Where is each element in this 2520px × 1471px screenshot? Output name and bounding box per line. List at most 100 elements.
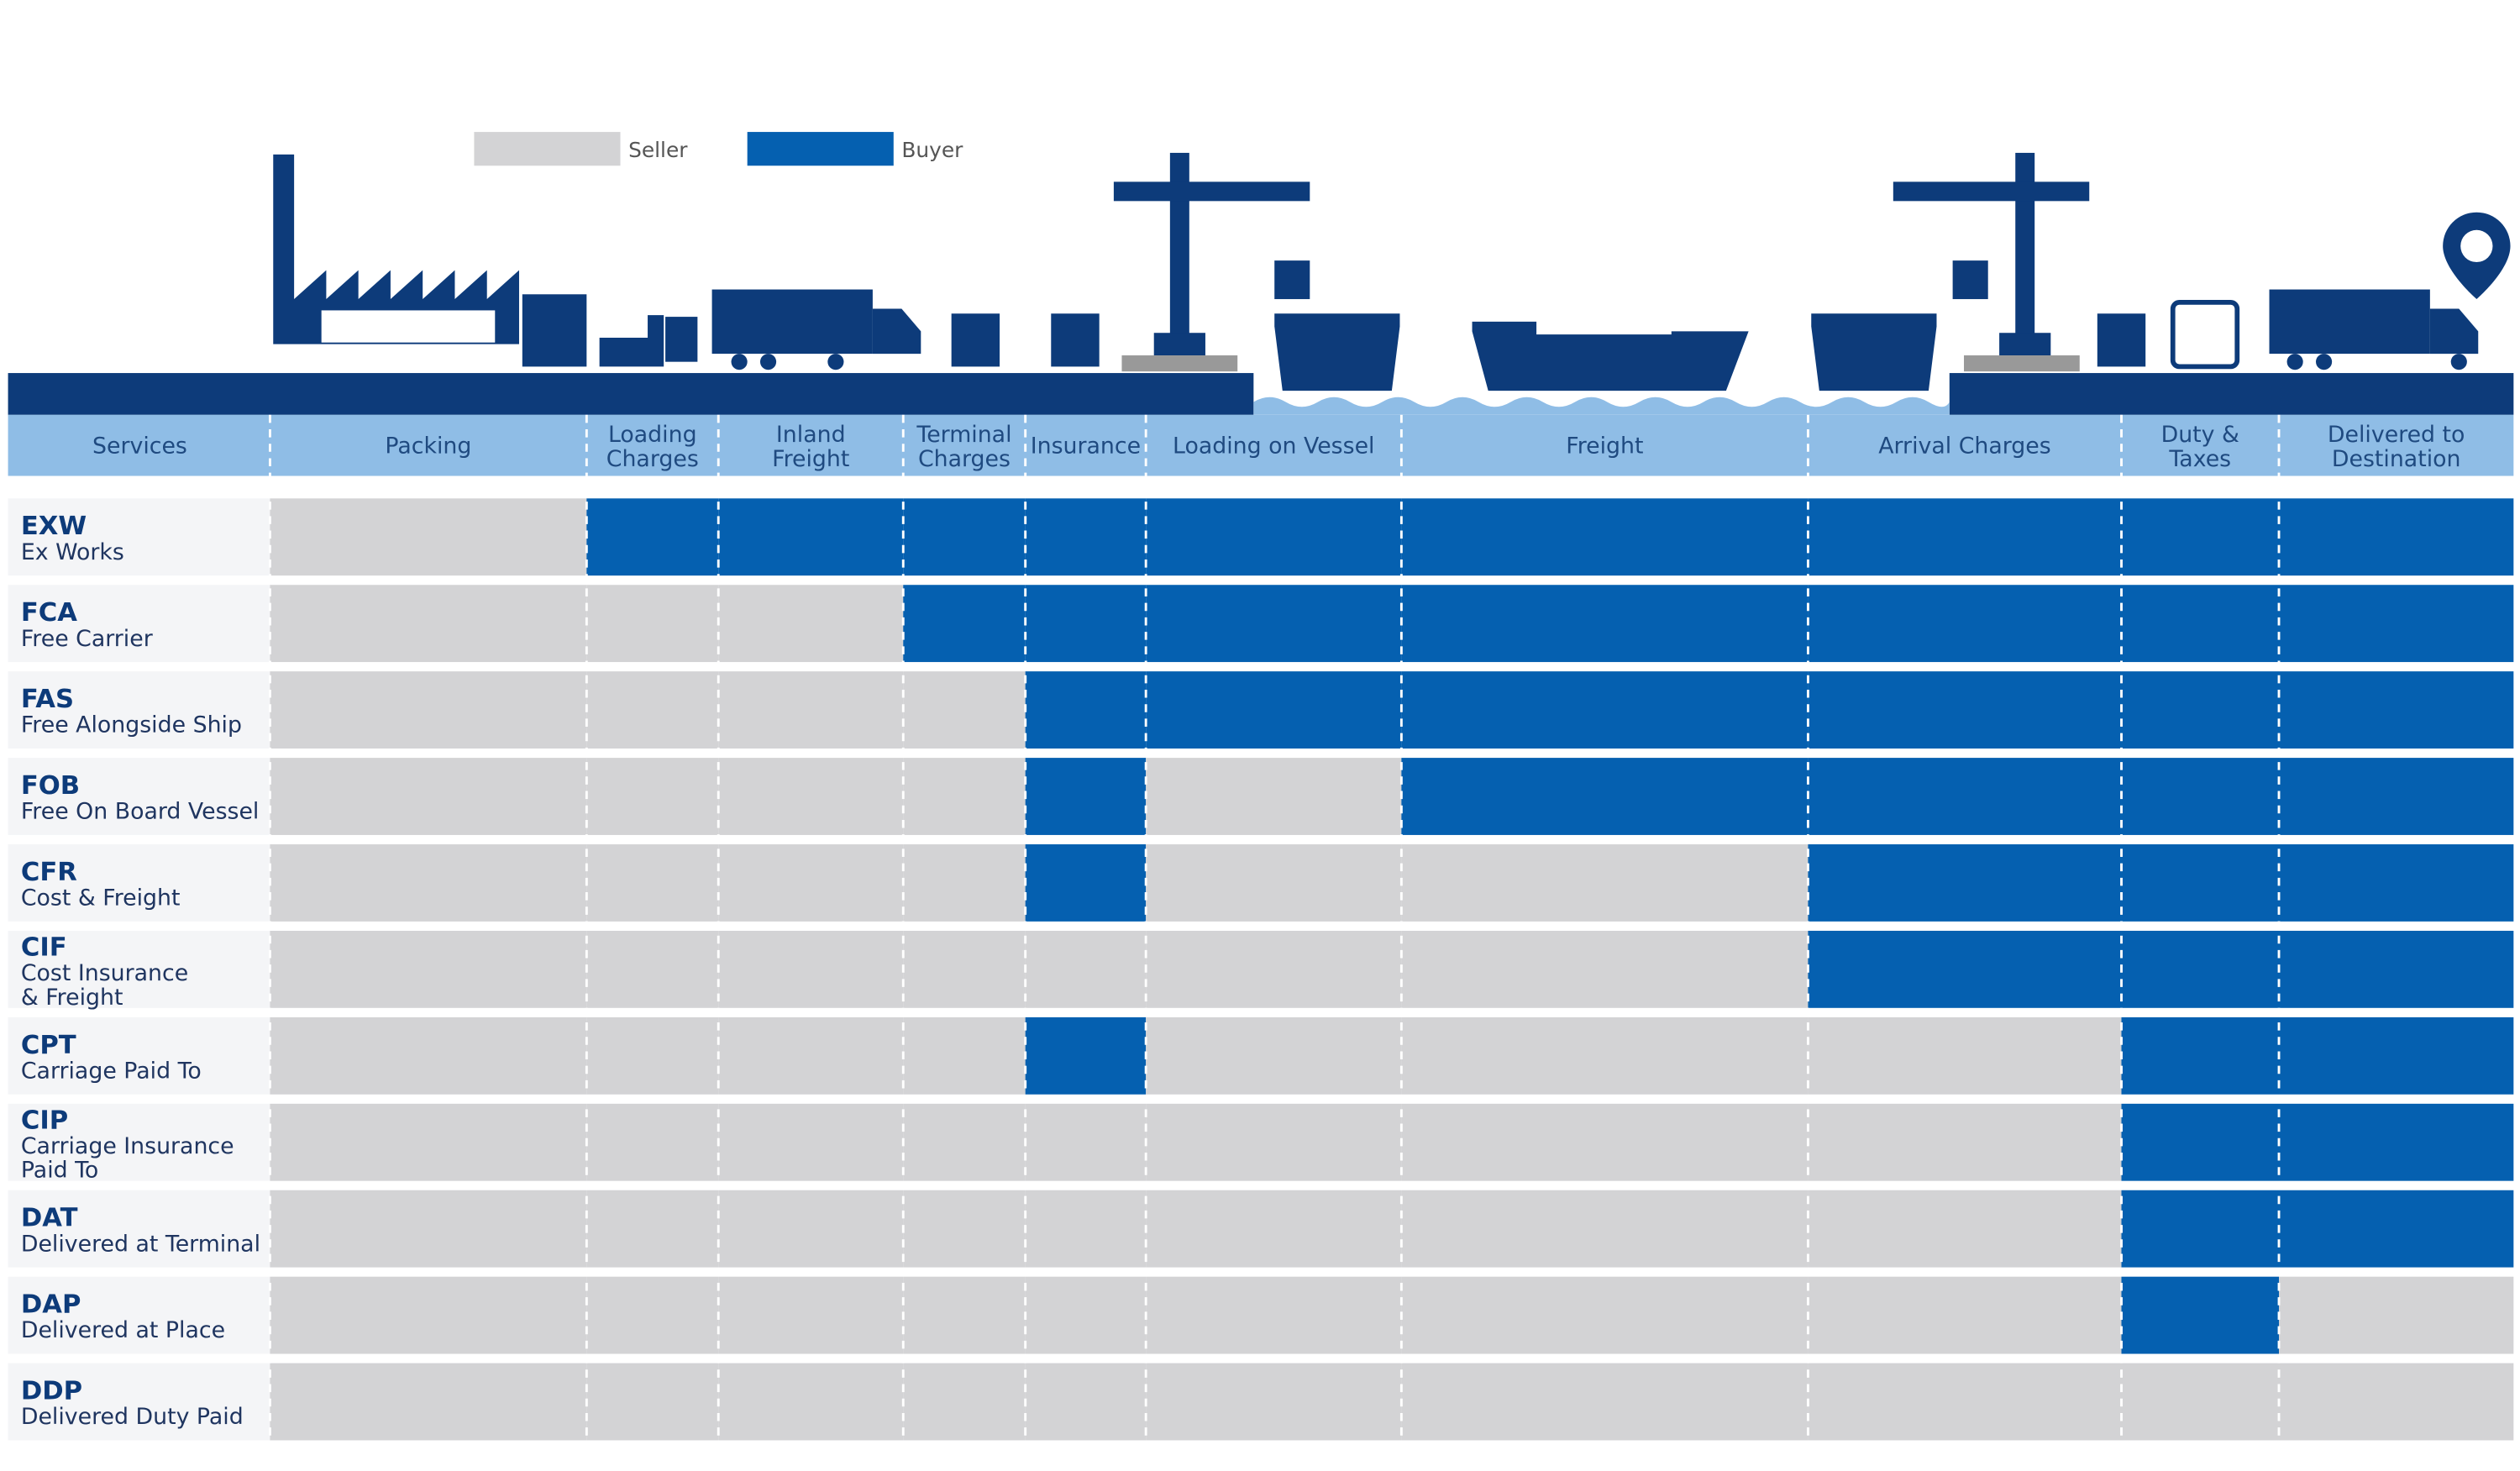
cell [586,498,719,576]
cell [270,1103,587,1181]
cell [1146,758,1402,835]
cell [2121,671,2280,749]
column-header: Delivered to [2328,422,2465,448]
cell [1401,1363,1809,1441]
cell [1808,1017,2122,1095]
cell [1808,1363,2122,1441]
cell [2121,758,2280,835]
cell [270,585,587,663]
cell [2279,1276,2514,1354]
term-name: Free Carrier [21,626,153,652]
cell [903,930,1026,1008]
term-name: Free Alongside Ship [21,712,242,738]
row-label-bg [8,671,270,749]
cell [718,671,904,749]
cell [586,671,719,749]
row-label-bg [8,1103,270,1181]
term-name: Delivered at Terminal [21,1231,260,1257]
term-name: Carriage Insurance [21,1133,234,1159]
cell [586,844,719,922]
cell [903,844,1026,922]
term-code: EXW [21,512,87,541]
cell [270,1190,587,1268]
term-name: Free On Board Vessel [21,799,260,825]
term-code: DDP [21,1377,82,1406]
cell [2121,1190,2280,1268]
cell [718,1017,904,1095]
row-label-bg [8,1276,270,1354]
column-header: Charges [918,446,1011,472]
cell [270,1017,587,1095]
cell [1146,844,1402,922]
cell [2121,930,2280,1008]
cell [586,1190,719,1268]
cell [270,498,587,576]
column-header: Charges [606,446,699,472]
cell [1808,498,2122,576]
cell [718,585,904,663]
row-label-bg [8,1190,270,1268]
header-band [8,414,2514,476]
cell [586,1103,719,1181]
cell [2279,758,2514,835]
cell [718,1103,904,1181]
term-name: Carriage Paid To [21,1058,202,1084]
cell [1146,498,1402,576]
cell [1808,1276,2122,1354]
legend-swatch [747,132,894,166]
term-code: CIP [21,1106,68,1135]
cell [270,844,587,922]
cell [1025,585,1147,663]
cell [2279,1363,2514,1441]
cell [1025,1190,1147,1268]
cell [1401,930,1809,1008]
cell [1808,930,2122,1008]
cell [1025,671,1147,749]
cell [1401,1103,1809,1181]
header-label: Services [92,433,187,460]
cell [1401,585,1809,663]
cell [270,930,587,1008]
cell [718,1190,904,1268]
cell [1025,1276,1147,1354]
cell [903,1103,1026,1181]
cell [1146,1276,1402,1354]
legend-label: Seller [628,138,688,162]
cell [2121,1017,2280,1095]
term-code: CIF [21,933,67,963]
cell [718,1363,904,1441]
term-name: Cost & Freight [21,885,181,911]
column-header: Freight [772,446,849,472]
cell [2279,498,2514,576]
cell [903,1276,1026,1354]
cell [1025,930,1147,1008]
cell [270,671,587,749]
cell [1401,758,1809,835]
column-header: Freight [1566,433,1643,460]
column-header: Packing [385,433,471,460]
column-header: Loading on Vessel [1173,433,1374,460]
legend-swatch [474,132,621,166]
grid: Packing LoadingChargesInlandFreightTermin… [8,414,2514,1441]
term-name: Ex Works [21,539,124,565]
term-name: Delivered Duty Paid [21,1404,244,1430]
row-label-bg [8,930,270,1008]
cell [2279,1190,2514,1268]
cell [1146,930,1402,1008]
illustration [8,152,2514,415]
column-header: Destination [2332,446,2461,472]
column-header: Insurance [1031,433,1141,460]
column-header: Duty & [2161,422,2239,448]
cell [903,1363,1026,1441]
row-label-bg [8,844,270,922]
column-header: Loading [608,422,697,448]
column-header: Arrival Charges [1878,433,2050,460]
cell [1808,671,2122,749]
cell [2279,844,2514,922]
cell [1808,1190,2122,1268]
cell [1401,1276,1809,1354]
cell [2279,930,2514,1008]
cell [2279,1017,2514,1095]
cell [2121,498,2280,576]
